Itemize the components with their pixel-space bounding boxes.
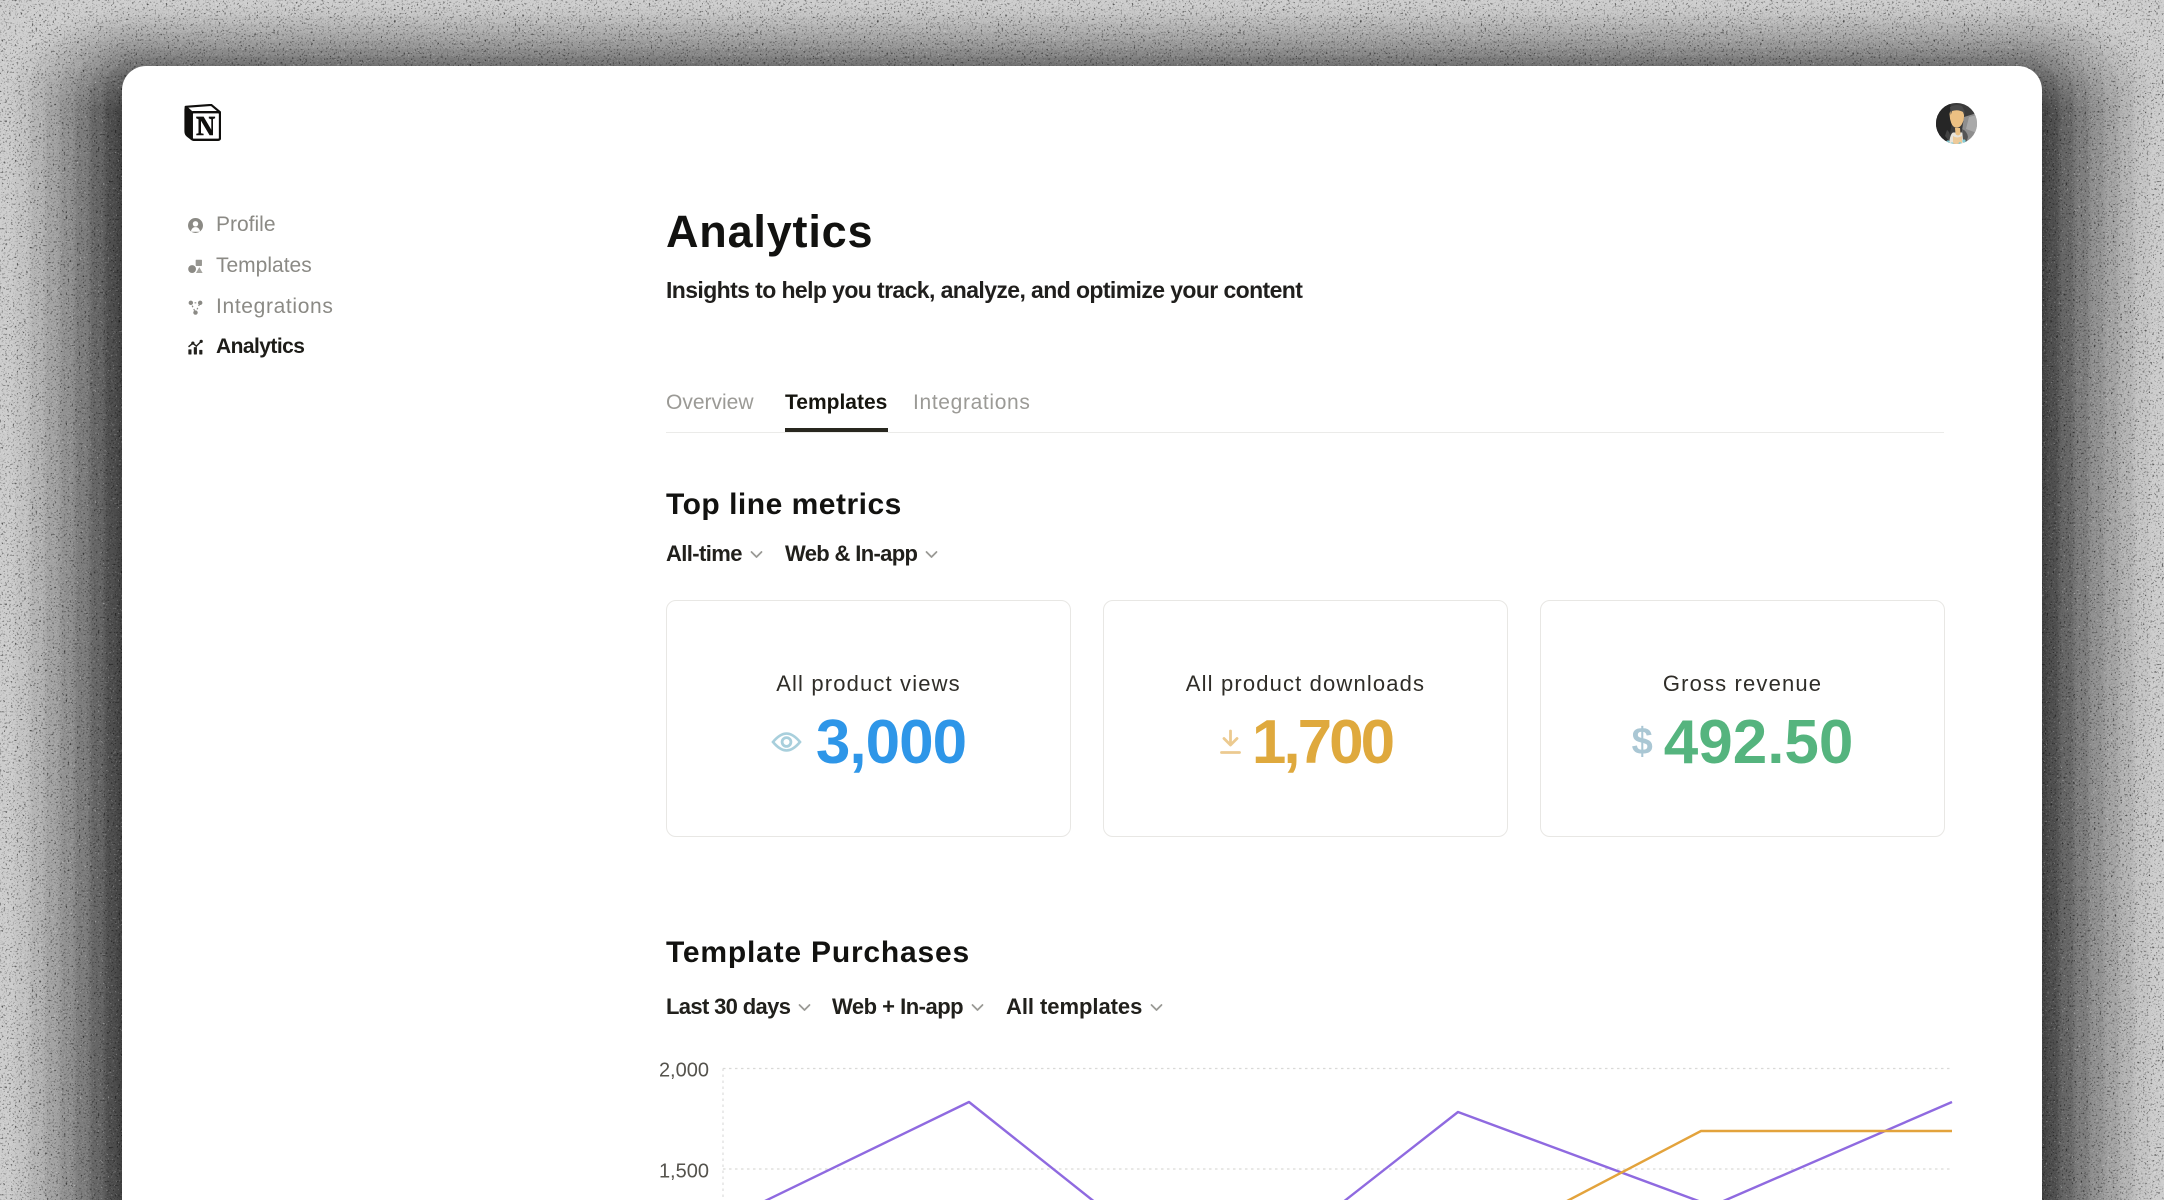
svg-text:2,000: 2,000 [659,1060,709,1082]
svg-text:1,500: 1,500 [659,1161,709,1183]
